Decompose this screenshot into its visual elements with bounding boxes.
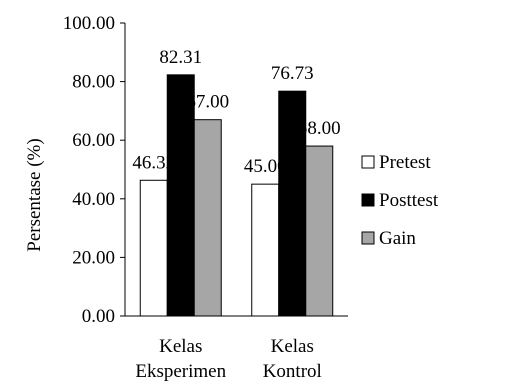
legend-label: Gain <box>379 228 416 249</box>
legend-label: Posttest <box>379 190 439 211</box>
legend-swatch <box>361 193 375 207</box>
category-labels: Kelas Eksperimen Kelas Kontrol <box>135 336 321 382</box>
legend-swatch <box>361 231 375 245</box>
bars <box>139 74 334 317</box>
category-label: Kelas <box>271 336 314 357</box>
bar-pretest <box>139 179 168 317</box>
bar-pretest <box>251 183 280 317</box>
legend-swatch <box>361 155 375 169</box>
bar-gain <box>305 145 334 317</box>
data-label: 67.00 <box>186 92 229 113</box>
data-label: 76.73 <box>271 63 314 84</box>
y-axis-label: Persentase (%) <box>24 138 45 251</box>
y-tick-label: 100.00 <box>63 13 115 34</box>
data-label: 82.31 <box>159 47 202 68</box>
legend: Pretest Posttest Gain <box>361 152 439 249</box>
data-labels: 46.32 45.00 82.31 76.73 67.00 58.00 <box>132 47 340 177</box>
y-tick-label: 0.00 <box>82 306 115 327</box>
data-label: 58.00 <box>298 118 341 139</box>
data-label: 46.32 <box>132 152 175 173</box>
category-label: Eksperimen <box>135 361 226 382</box>
y-tick-label: 60.00 <box>72 130 115 151</box>
y-tick-label: 40.00 <box>72 189 115 210</box>
data-label: 45.00 <box>244 156 287 177</box>
category-label: Kontrol <box>263 361 322 382</box>
y-tick-label: 80.00 <box>72 72 115 93</box>
category-label: Kelas <box>159 336 202 357</box>
y-tick-label: 20.00 <box>72 247 115 268</box>
bar-gain <box>193 119 222 317</box>
y-ticks: 0.00 20.00 40.00 60.00 80.00 100.00 <box>63 13 125 327</box>
legend-label: Pretest <box>379 152 431 173</box>
